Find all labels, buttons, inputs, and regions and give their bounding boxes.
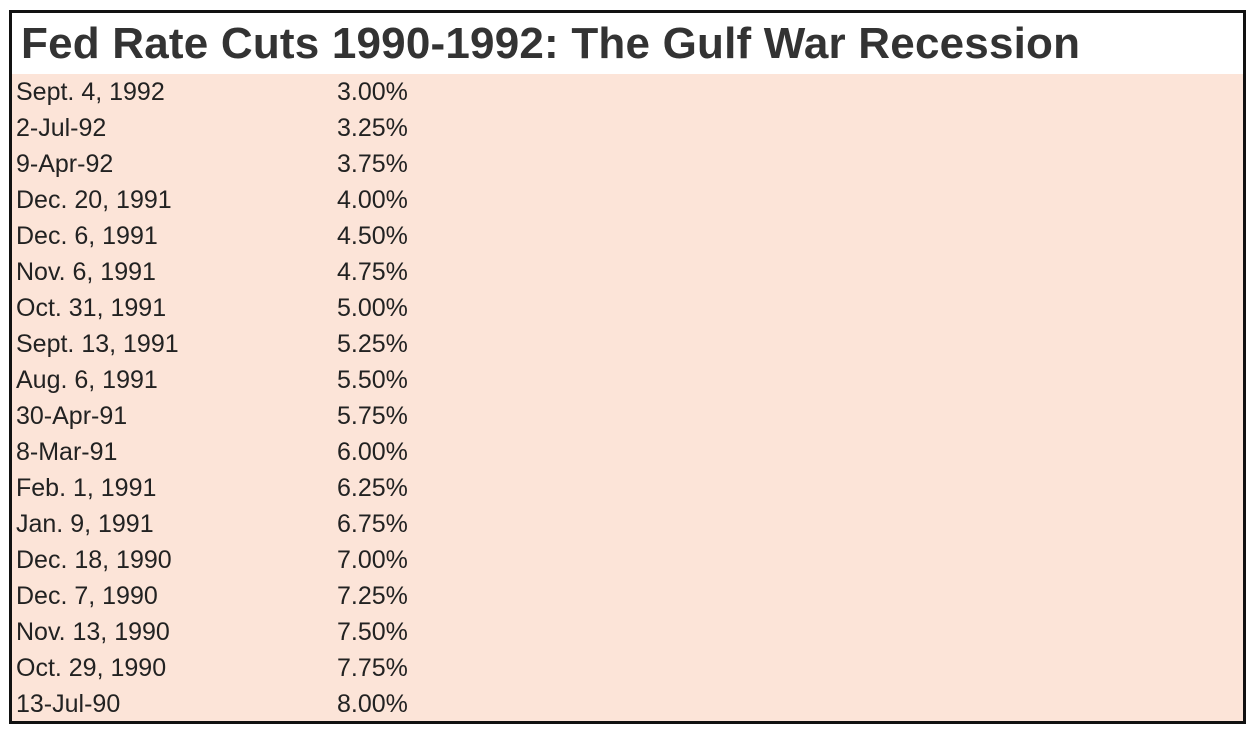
rate-cut-date: 13-Jul-90 [16, 689, 121, 718]
table-row: Dec. 20, 1991 4.00% [12, 182, 1243, 218]
table-row: 13-Jul-90 8.00% [12, 686, 1243, 722]
rate-value: 5.25% [337, 329, 408, 358]
rate-value: 5.00% [337, 293, 408, 322]
rate-cut-date: Dec. 18, 1990 [16, 545, 172, 574]
table-row: Dec. 6, 1991 4.50% [12, 218, 1243, 254]
rate-cut-date: Nov. 13, 1990 [16, 617, 170, 646]
rate-cut-date: 30-Apr-91 [16, 401, 128, 430]
rate-cut-date: 9-Apr-92 [16, 149, 114, 178]
rate-cut-date: Feb. 1, 1991 [16, 473, 157, 502]
table-row: Sept. 4, 1992 3.00% [12, 74, 1243, 110]
table-row: Dec. 7, 1990 7.25% [12, 578, 1243, 614]
rate-cut-date: Aug. 6, 1991 [16, 365, 158, 394]
table-row: Aug. 6, 1991 5.50% [12, 362, 1243, 398]
rate-value: 3.75% [337, 149, 408, 178]
table-row: 2-Jul-92 3.25% [12, 110, 1243, 146]
rate-value: 7.75% [337, 653, 408, 682]
rate-cut-date: Dec. 6, 1991 [16, 221, 158, 250]
rate-value: 6.25% [337, 473, 408, 502]
table-row: Nov. 6, 1991 4.75% [12, 254, 1243, 290]
rate-table-frame: Fed Rate Cuts 1990-1992: The Gulf War Re… [9, 10, 1246, 724]
table-row: 8-Mar-91 6.00% [12, 434, 1243, 470]
rate-value: 6.75% [337, 509, 408, 538]
rate-cut-date: Dec. 7, 1990 [16, 581, 158, 610]
table-row: Sept. 13, 1991 5.25% [12, 326, 1243, 362]
rate-cut-date: 2-Jul-92 [16, 113, 107, 142]
table-row: 9-Apr-92 3.75% [12, 146, 1243, 182]
rate-value: 7.00% [337, 545, 408, 574]
table-row: Oct. 29, 1990 7.75% [12, 650, 1243, 686]
rate-value: 7.50% [337, 617, 408, 646]
rate-cut-date: Sept. 13, 1991 [16, 329, 179, 358]
rate-cut-date: 8-Mar-91 [16, 437, 118, 466]
table-row: Jan. 9, 1991 6.75% [12, 506, 1243, 542]
table-row: Feb. 1, 1991 6.25% [12, 470, 1243, 506]
rate-value: 4.75% [337, 257, 408, 286]
rate-value: 5.75% [337, 401, 408, 430]
rate-cut-date: Jan. 9, 1991 [16, 509, 154, 538]
rate-cut-date: Oct. 29, 1990 [16, 653, 167, 682]
rate-value: 3.25% [337, 113, 408, 142]
rate-value: 5.50% [337, 365, 408, 394]
table-row: Nov. 13, 1990 7.50% [12, 614, 1243, 650]
rate-cut-date: Nov. 6, 1991 [16, 257, 156, 286]
rate-cut-date: Dec. 20, 1991 [16, 185, 172, 214]
table-row: Oct. 31, 1991 5.00% [12, 290, 1243, 326]
table-row: Dec. 18, 1990 7.00% [12, 542, 1243, 578]
rate-cut-date: Sept. 4, 1992 [16, 77, 165, 106]
rate-cut-list: Sept. 4, 1992 3.00% 2-Jul-92 3.25% 9-Apr-92 3… [12, 74, 1243, 722]
page-title: Fed Rate Cuts 1990-1992: The Gulf War Re… [21, 18, 1081, 68]
rate-value: 7.25% [337, 581, 408, 610]
rate-value: 3.00% [337, 77, 408, 106]
title-bar: Fed Rate Cuts 1990-1992: The Gulf War Re… [12, 13, 1243, 74]
rate-value: 4.50% [337, 221, 408, 250]
rate-value: 6.00% [337, 437, 408, 466]
rate-value: 4.00% [337, 185, 408, 214]
rate-cut-date: Oct. 31, 1991 [16, 293, 167, 322]
rate-value: 8.00% [337, 689, 408, 718]
table-row: 30-Apr-91 5.75% [12, 398, 1243, 434]
